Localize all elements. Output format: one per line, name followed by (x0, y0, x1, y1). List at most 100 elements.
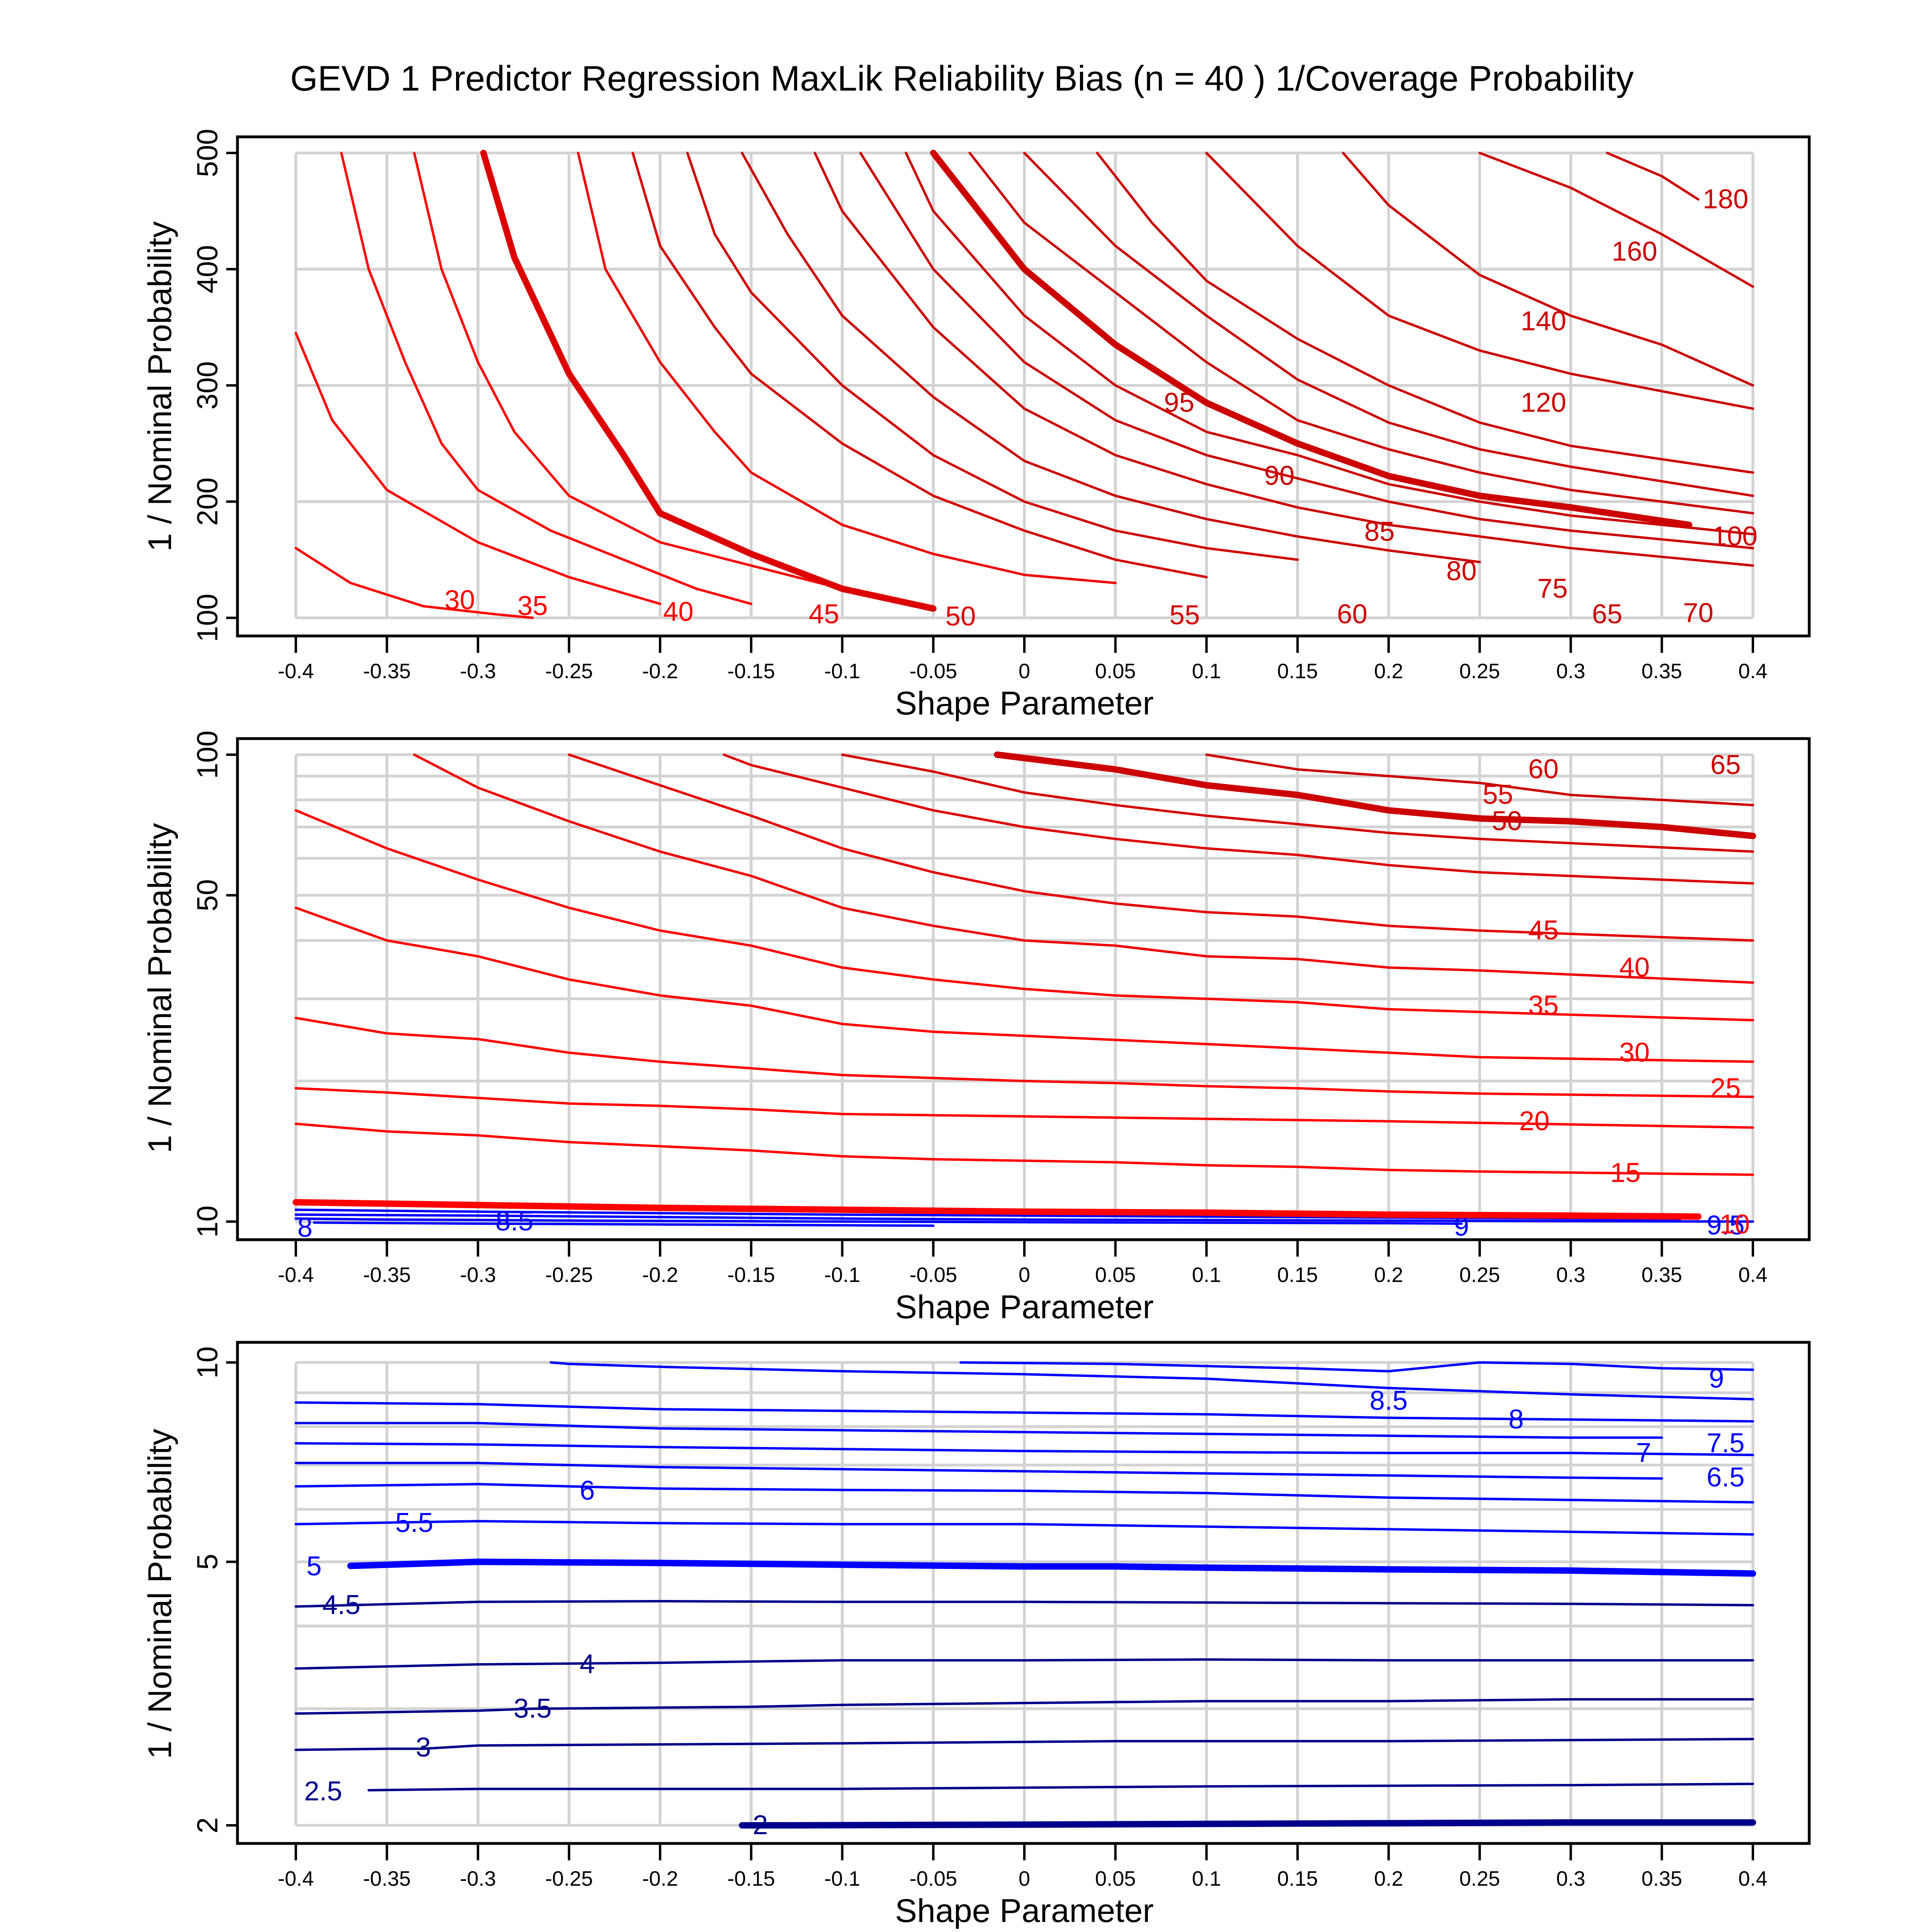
contour-line-8 (295, 1401, 1754, 1423)
x-tick-label: -0.25 (545, 660, 593, 683)
x-tick-label: 0.3 (1556, 660, 1585, 683)
contour-label: 65 (1592, 599, 1622, 629)
contour-line-2.5 (367, 1783, 1754, 1792)
contour-label: 6.5 (1707, 1462, 1745, 1492)
x-tick-label: 0.15 (1277, 1867, 1318, 1891)
contour-label: 120 (1521, 387, 1566, 418)
x-tick-label: -0.05 (909, 660, 957, 683)
contour-label: 40 (663, 597, 694, 627)
x-axis-label: Shape Parameter (895, 1289, 1154, 1325)
contour-label: 4.5 (322, 1589, 361, 1620)
contour-line-60 (841, 753, 1754, 853)
contour-label: 2.5 (304, 1776, 343, 1806)
contour-label: 85 (1364, 516, 1395, 547)
panel-bottom: 22.533.544.555.56 6.57 7.588.59 -0.4 -0.35-… (142, 1341, 1811, 1929)
contour-line-30 (295, 547, 534, 619)
x-tick-label: 0.05 (1095, 1263, 1136, 1287)
contour-label: 100 (1712, 521, 1757, 551)
contour-line-45 (577, 152, 1117, 584)
contour-line-15 (295, 1123, 1754, 1176)
x-tick-label: -0.3 (460, 1263, 496, 1287)
contour-line-50 (480, 150, 937, 612)
x-tick-label: 0.25 (1459, 1263, 1500, 1287)
contour-line-60 (686, 152, 1299, 561)
contour-line-80 (904, 152, 1754, 536)
contour-line-8 (313, 1221, 935, 1227)
x-tick-label: -0.3 (460, 660, 496, 683)
x-tick-label: -0.4 (278, 660, 314, 683)
contour-label: 3 (416, 1732, 431, 1763)
contour-line-20 (295, 1087, 1754, 1129)
contour-line-3.5 (295, 1698, 1754, 1715)
contour-label: 65 (1710, 749, 1741, 780)
contour-line-120 (1205, 152, 1754, 410)
y-tick-label: 300 (192, 361, 224, 409)
x-tick-label: 0 (1019, 1867, 1030, 1891)
x-tick-label: 0.2 (1374, 660, 1403, 683)
y-axis-label: 1 / Nominal Probability (142, 823, 178, 1153)
x-tick-label: 0.3 (1556, 1867, 1585, 1891)
contour-line-25 (295, 1017, 1754, 1098)
contour-line-10 (293, 1199, 1702, 1220)
x-tick-label: 0.2 (1374, 1867, 1403, 1891)
contour-line-9 (295, 1213, 1754, 1223)
contour-line-55 (632, 152, 1208, 578)
contour-line-5 (347, 1558, 1756, 1577)
contour-line-70 (813, 152, 1754, 567)
contour-label: 140 (1521, 306, 1566, 336)
contour-label: 90 (1264, 460, 1295, 491)
contour-label: 15 (1610, 1158, 1641, 1188)
contour-label: 5 (306, 1551, 322, 1581)
x-axis-label: Shape Parameter (895, 685, 1154, 722)
contour-label: 8 (297, 1212, 313, 1243)
contour-line-50 (994, 751, 1756, 839)
contour-line-8.5 (295, 1217, 1463, 1225)
axes: -0.4 -0.35 -0.3 -0.25 -0.2 -0.15 -0.1 -0.05 0 0.0… (192, 731, 1767, 1287)
x-tick-label: 0.35 (1641, 1263, 1682, 1287)
contour-label: 30 (1619, 1037, 1650, 1067)
y-tick-label: 5 (192, 1554, 224, 1570)
x-tick-label: 0.3 (1556, 1263, 1585, 1287)
contour-line-35 (340, 152, 753, 605)
contour-line-7 (295, 1442, 1754, 1456)
contour-label: 9.5 (1707, 1210, 1745, 1241)
contour-line-65 (741, 152, 1481, 564)
y-tick-label: 50 (192, 879, 224, 911)
axes: -0.4 -0.35 -0.3 -0.25 -0.2 -0.15 -0.1 -0.05 0 0.0… (192, 129, 1767, 683)
contour-label: 9 (1709, 1363, 1724, 1393)
x-tick-label: 0.2 (1374, 1263, 1403, 1287)
contour-label: 40 (1619, 952, 1650, 983)
x-tick-label: 0.1 (1192, 1867, 1221, 1891)
y-axis-label: 1 / Nominal Probability (142, 221, 178, 551)
x-tick-label: 0.25 (1459, 1867, 1500, 1891)
contour-line-45 (568, 753, 1754, 942)
x-tick-label: -0.05 (909, 1867, 957, 1891)
x-tick-label: -0.15 (727, 1867, 775, 1891)
contour-line-30 (295, 906, 1754, 1063)
contour-line-6 (295, 1483, 1754, 1504)
x-axis-label: Shape Parameter (895, 1893, 1154, 1929)
y-tick-label: 200 (192, 477, 224, 526)
contours: 30 35 40 45 50 55 60 65 707580859095100120140160… (295, 150, 1757, 632)
x-tick-label: -0.1 (824, 660, 861, 683)
contour-label: 55 (1169, 600, 1200, 630)
contour-label: 35 (1528, 990, 1559, 1021)
y-tick-label: 2 (192, 1817, 224, 1833)
y-tick-label: 500 (192, 129, 224, 177)
x-tick-label: 0.05 (1095, 660, 1136, 683)
contour-line-140 (1342, 152, 1754, 387)
x-tick-label: -0.35 (363, 1867, 411, 1891)
x-tick-label: -0.25 (545, 1867, 593, 1891)
x-tick-label: 0.35 (1641, 660, 1682, 683)
x-tick-label: 0.15 (1277, 660, 1318, 683)
contour-label: 60 (1337, 599, 1368, 629)
x-tick-label: -0.1 (824, 1867, 861, 1891)
contour-label: 2 (753, 1810, 768, 1840)
contour-line-8.5 (549, 1361, 1754, 1401)
chart-title: GEVD 1 Predictor Regression MaxLik Relia… (290, 58, 1634, 98)
contour-label: 7 (1636, 1437, 1651, 1468)
contour-label: 7.5 (1707, 1428, 1745, 1458)
